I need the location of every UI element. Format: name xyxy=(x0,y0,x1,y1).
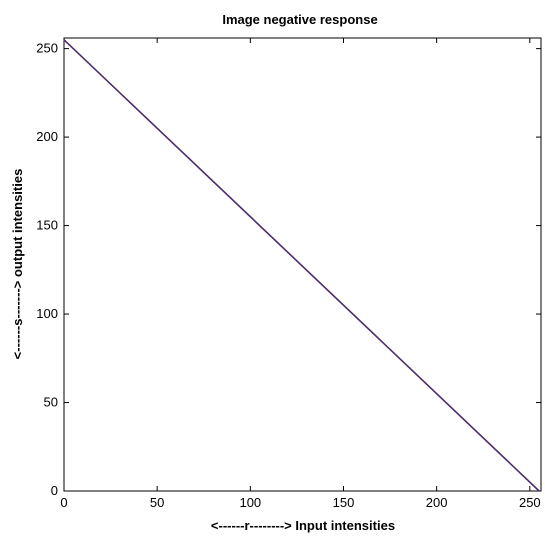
x-tick-label: 200 xyxy=(426,495,448,510)
y-tick-label: 50 xyxy=(44,395,58,410)
x-axis-label: <------r--------> Input intensities xyxy=(211,518,395,533)
series-layer xyxy=(63,39,540,492)
chart-title: Image negative response xyxy=(222,12,377,27)
y-tick-label: 150 xyxy=(36,218,58,233)
y-tick-label: 200 xyxy=(36,129,58,144)
y-axis-label: <------s-------> output intensities xyxy=(10,169,25,360)
x-axis-ticks: 0 50 100 150 200 250 xyxy=(60,38,541,510)
y-tick-label: 0 xyxy=(51,483,58,498)
x-tick-label: 250 xyxy=(519,495,541,510)
series-line xyxy=(63,39,540,492)
x-tick-label: 150 xyxy=(333,495,355,510)
y-axis-ticks: 0 50 100 150 200 250 xyxy=(36,41,541,498)
x-tick-label: 50 xyxy=(150,495,164,510)
x-tick-label: 100 xyxy=(239,495,261,510)
y-tick-label: 100 xyxy=(36,306,58,321)
plot-area xyxy=(63,37,542,492)
x-tick-label: 0 xyxy=(60,495,67,510)
y-tick-label: 250 xyxy=(36,41,58,56)
